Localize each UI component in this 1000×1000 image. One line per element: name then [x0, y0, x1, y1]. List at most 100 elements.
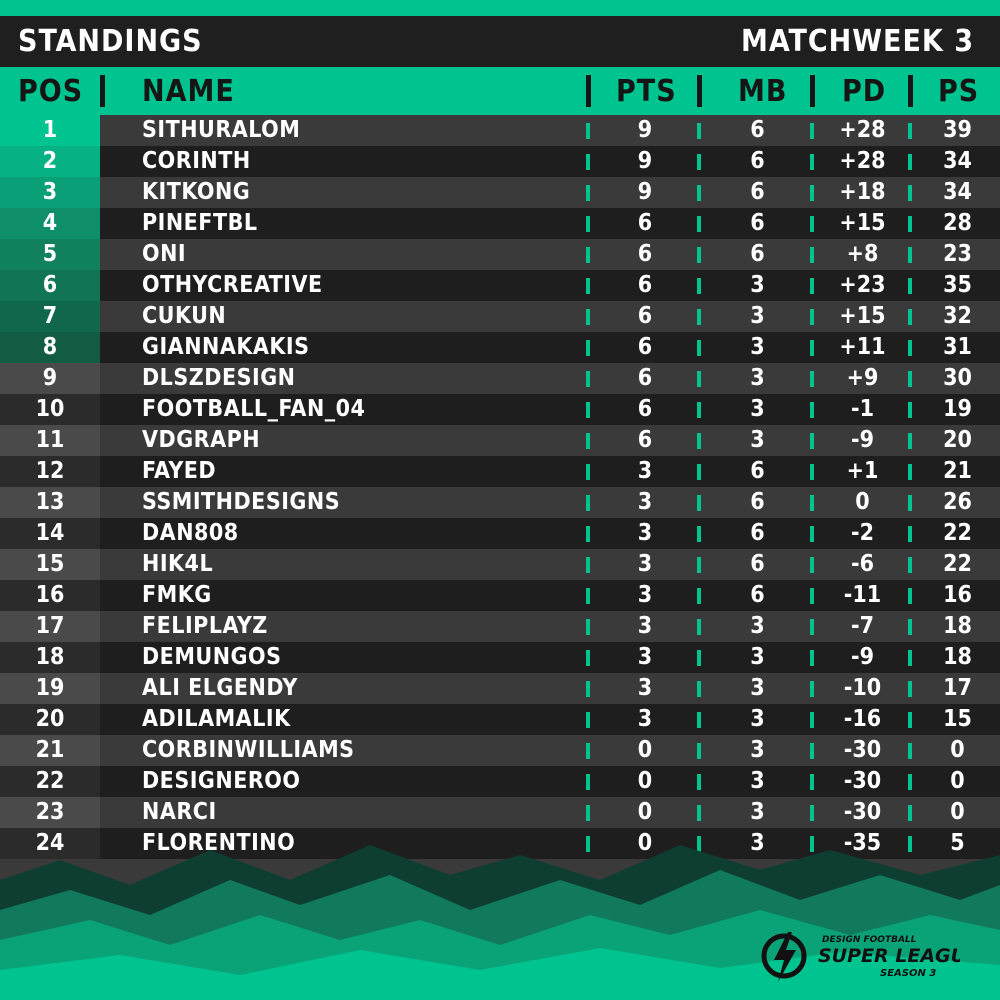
- column-divider: [908, 185, 912, 201]
- column-divider: [810, 743, 814, 759]
- col-name: NAME: [142, 74, 235, 109]
- row-point-diff: -30: [843, 737, 882, 763]
- table-row: 4 PINEFTBL 6 6 +15 28: [0, 208, 1000, 239]
- row-points-scored: 34: [943, 179, 972, 205]
- row-name: FAYED: [142, 458, 217, 484]
- row-points: 0: [637, 737, 653, 763]
- row-points-scored: 19: [943, 396, 972, 422]
- row-name: PINEFTBL: [142, 210, 258, 236]
- row-points: 3: [637, 551, 653, 577]
- row-position: 20: [0, 704, 100, 735]
- row-points: 0: [637, 830, 653, 856]
- column-divider: [697, 154, 701, 170]
- row-points-scored: 32: [943, 303, 972, 329]
- column-divider: [908, 371, 912, 387]
- column-divider: [586, 650, 590, 666]
- column-divider: [908, 340, 912, 356]
- column-divider: [908, 526, 912, 542]
- col-pos: POS: [18, 74, 84, 109]
- column-divider: [908, 464, 912, 480]
- column-divider: [697, 309, 701, 325]
- row-point-diff: -30: [843, 768, 882, 794]
- column-divider: [697, 805, 701, 821]
- table-row: 20 ADILAMALIK 3 3 -16 15: [0, 704, 1000, 735]
- row-points-scored: 15: [943, 706, 972, 732]
- row-points-scored: 18: [943, 613, 972, 639]
- table-row: 17 FELIPLAYZ 3 3 -7 18: [0, 611, 1000, 642]
- column-divider: [586, 340, 590, 356]
- row-points: 3: [637, 613, 653, 639]
- table-row: 5 ONI 6 6 +8 23: [0, 239, 1000, 270]
- row-point-diff: -9: [851, 644, 874, 670]
- column-divider: [908, 619, 912, 635]
- page-title: STANDINGS: [18, 24, 203, 59]
- column-divider: [810, 774, 814, 790]
- row-position: 4: [0, 208, 100, 239]
- column-divider: [697, 402, 701, 418]
- col-pts: PTS: [616, 74, 677, 109]
- column-divider: [908, 774, 912, 790]
- column-divider: [586, 402, 590, 418]
- column-divider: [908, 154, 912, 170]
- table-row: 3 KITKONG 9 6 +18 34: [0, 177, 1000, 208]
- column-divider: [697, 712, 701, 728]
- header-divider: [908, 75, 913, 107]
- row-point-diff: -2: [851, 520, 874, 546]
- column-divider: [810, 712, 814, 728]
- row-matches: 6: [750, 551, 765, 577]
- column-divider: [908, 278, 912, 294]
- row-matches: 3: [750, 334, 765, 360]
- row-point-diff: +15: [839, 210, 886, 236]
- column-divider: [586, 836, 590, 852]
- row-points-scored: 5: [950, 830, 965, 856]
- row-name: CORINTH: [142, 148, 251, 174]
- column-divider: [586, 464, 590, 480]
- row-point-diff: -9: [851, 427, 874, 453]
- column-divider: [697, 247, 701, 263]
- row-point-diff: -7: [851, 613, 874, 639]
- column-divider: [908, 712, 912, 728]
- row-name: DESIGNEROO: [142, 768, 301, 794]
- row-points-scored: 0: [950, 737, 965, 763]
- row-points-scored: 30: [943, 365, 972, 391]
- column-divider: [586, 309, 590, 325]
- row-position: 8: [0, 332, 100, 363]
- column-divider: [697, 278, 701, 294]
- row-position: 16: [0, 580, 100, 611]
- column-divider: [810, 805, 814, 821]
- column-divider: [908, 805, 912, 821]
- col-mb: MB: [738, 74, 788, 109]
- column-divider: [586, 495, 590, 511]
- column-divider: [586, 619, 590, 635]
- column-divider: [697, 185, 701, 201]
- row-matches: 3: [750, 737, 765, 763]
- table-row: 21 CORBINWILLIAMS 0 3 -30 0: [0, 735, 1000, 766]
- row-name: SITHURALOM: [142, 117, 301, 143]
- header-divider: [810, 75, 815, 107]
- table-row: 15 HIK4L 3 6 -6 22: [0, 549, 1000, 580]
- column-divider: [697, 650, 701, 666]
- row-position: 12: [0, 456, 100, 487]
- row-matches: 3: [750, 799, 765, 825]
- table-row: 9 DLSZDESIGN 6 3 +9 30: [0, 363, 1000, 394]
- table-row: 2 CORINTH 9 6 +28 34: [0, 146, 1000, 177]
- row-matches: 6: [750, 489, 765, 515]
- column-divider: [908, 743, 912, 759]
- row-position: 22: [0, 766, 100, 797]
- column-divider: [810, 433, 814, 449]
- row-points-scored: 31: [943, 334, 972, 360]
- row-points-scored: 16: [943, 582, 972, 608]
- row-name: OTHYCREATIVE: [142, 272, 323, 298]
- row-points: 3: [637, 675, 653, 701]
- table-row: 19 ALI ELGENDY 3 3 -10 17: [0, 673, 1000, 704]
- column-divider: [810, 340, 814, 356]
- column-divider: [908, 433, 912, 449]
- table-row: 11 VDGRAPH 6 3 -9 20: [0, 425, 1000, 456]
- row-matches: 3: [750, 365, 765, 391]
- row-point-diff: -6: [851, 551, 874, 577]
- row-point-diff: -11: [843, 582, 882, 608]
- column-divider: [586, 712, 590, 728]
- column-divider: [697, 588, 701, 604]
- column-divider: [697, 340, 701, 356]
- column-divider: [586, 588, 590, 604]
